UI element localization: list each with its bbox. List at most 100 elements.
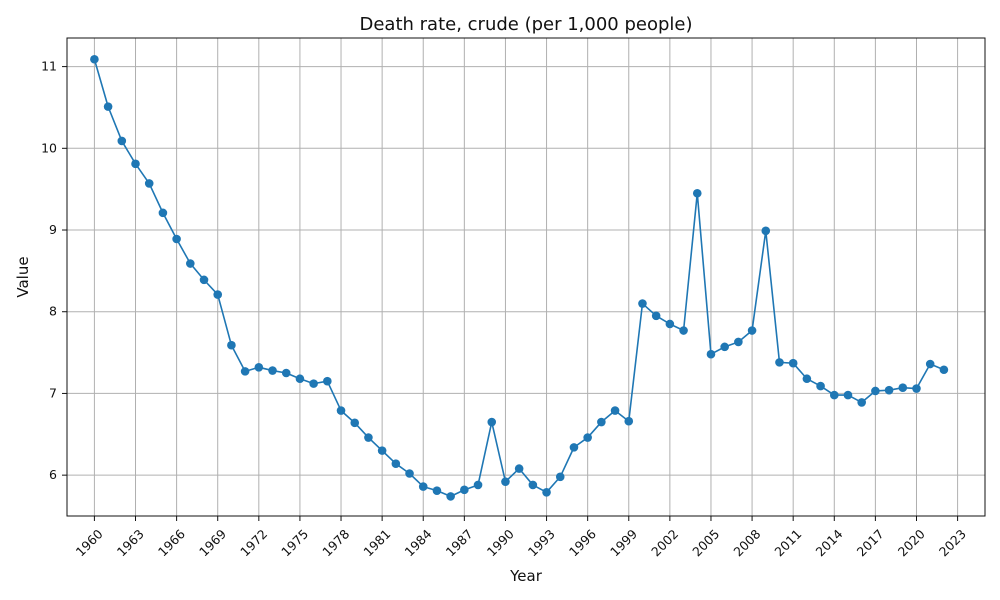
data-point xyxy=(665,319,675,329)
data-point xyxy=(117,136,127,146)
series-layer xyxy=(90,54,949,501)
data-point xyxy=(788,358,798,368)
data-point xyxy=(569,443,579,452)
x-tick-label: 1960 xyxy=(73,526,106,559)
data-point xyxy=(199,275,209,285)
data-point xyxy=(610,406,620,415)
data-point xyxy=(898,383,908,393)
data-point xyxy=(336,406,346,415)
data-point xyxy=(829,390,839,400)
y-tick-label: 8 xyxy=(49,304,57,319)
data-point xyxy=(871,386,880,396)
data-point xyxy=(391,459,401,469)
data-point xyxy=(734,337,743,347)
data-point xyxy=(542,488,551,497)
y-tick-label: 9 xyxy=(49,222,57,237)
data-point xyxy=(583,433,592,442)
data-point xyxy=(446,492,455,501)
data-point xyxy=(144,179,154,188)
data-point xyxy=(747,326,757,335)
data-point xyxy=(323,376,332,386)
x-tick-label: 1996 xyxy=(566,526,599,559)
x-tick-label: 1978 xyxy=(319,526,352,559)
data-point xyxy=(706,349,716,359)
data-point xyxy=(939,365,949,375)
data-point xyxy=(528,480,538,490)
data-point xyxy=(281,368,291,378)
data-point xyxy=(487,417,497,427)
x-tick-label: 1984 xyxy=(402,526,435,559)
data-point xyxy=(624,416,634,426)
series-line xyxy=(93,59,945,498)
x-tick-label: 1966 xyxy=(155,526,188,559)
y-tick-label: 10 xyxy=(41,140,57,155)
data-point xyxy=(103,102,113,111)
y-tick-label: 11 xyxy=(41,59,57,74)
data-point xyxy=(227,340,236,350)
data-point xyxy=(131,159,140,169)
data-point xyxy=(925,359,935,369)
x-tick-label: 1963 xyxy=(114,526,147,559)
x-tick-label: 1990 xyxy=(484,526,517,559)
data-point xyxy=(309,379,318,388)
x-tick-label: 2005 xyxy=(689,526,722,559)
x-tick-label: 2017 xyxy=(854,526,887,559)
x-tick-label: 2020 xyxy=(895,526,928,559)
y-tick-label: 6 xyxy=(49,467,57,482)
data-point xyxy=(692,188,702,198)
x-tick-label: 1969 xyxy=(196,526,229,559)
data-point xyxy=(90,54,99,64)
x-tick-label: 1999 xyxy=(607,526,640,559)
chart-title: Death rate, crude (per 1,000 people) xyxy=(359,14,692,35)
x-tick-label: 2002 xyxy=(648,526,681,559)
data-point xyxy=(405,469,414,478)
x-tick-label: 2023 xyxy=(936,526,969,559)
data-point xyxy=(460,485,469,495)
x-tick-label: 1975 xyxy=(278,526,311,559)
x-tick-label: 1987 xyxy=(443,526,476,559)
y-axis-label: Value xyxy=(14,256,32,297)
y-tick-label: 7 xyxy=(49,385,57,400)
data-point xyxy=(816,381,825,391)
x-tick-label: 2011 xyxy=(771,526,804,559)
data-point xyxy=(254,362,264,372)
data-point xyxy=(802,374,812,384)
data-point xyxy=(473,480,483,490)
data-point xyxy=(501,477,510,486)
data-point xyxy=(418,482,428,491)
data-point xyxy=(761,226,771,236)
data-point xyxy=(651,311,661,321)
x-axis-label: Year xyxy=(509,567,543,585)
data-point xyxy=(720,342,729,352)
data-point xyxy=(597,417,606,427)
data-point xyxy=(857,398,866,407)
data-point xyxy=(843,390,853,400)
x-tick-label: 1972 xyxy=(237,526,270,559)
data-point xyxy=(638,299,647,308)
data-point xyxy=(679,326,688,335)
x-tick-label: 1981 xyxy=(360,526,393,559)
data-point xyxy=(295,374,305,384)
data-point xyxy=(364,433,373,442)
data-point xyxy=(912,384,921,393)
plot-area-frame xyxy=(66,37,986,517)
data-point xyxy=(240,367,250,376)
data-point xyxy=(775,358,784,367)
data-point xyxy=(377,446,387,455)
data-point xyxy=(884,385,894,395)
data-point xyxy=(514,464,524,473)
grid-layer xyxy=(67,38,985,516)
data-point xyxy=(350,418,360,428)
x-tick-label: 1993 xyxy=(525,526,558,559)
data-point xyxy=(268,366,277,375)
x-tick-label: 2008 xyxy=(730,526,763,559)
x-tick-label: 2014 xyxy=(813,526,846,559)
data-point xyxy=(213,290,223,299)
data-point xyxy=(158,208,168,218)
data-point xyxy=(172,234,181,244)
data-point xyxy=(432,486,442,495)
data-point xyxy=(555,472,565,482)
data-point xyxy=(186,259,195,268)
